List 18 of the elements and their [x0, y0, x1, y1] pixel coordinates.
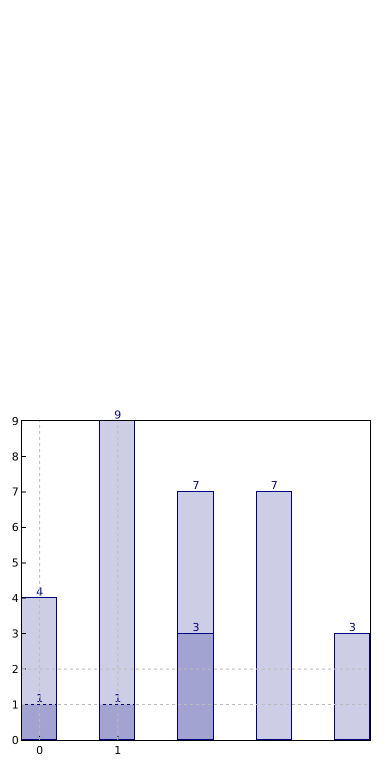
total-label: 3: [348, 620, 356, 634]
y-tick-label: 4: [12, 592, 19, 606]
bar: [334, 633, 370, 740]
total-label: 7: [192, 479, 200, 492]
y-tick-label: 7: [12, 486, 19, 499]
bar: [256, 491, 292, 740]
total-label: 4: [36, 585, 44, 598]
y-tick-label: 0: [12, 734, 19, 747]
total-label: 9: [114, 408, 122, 422]
y-tick-label: 3: [12, 628, 19, 641]
total-label: 7: [270, 479, 278, 492]
y-tick-label: 8: [12, 450, 19, 464]
y-tick-label: 9: [12, 414, 19, 428]
y-tick-label: 6: [12, 521, 19, 534]
data-label: 3: [192, 620, 200, 634]
y-tick-label: 5: [12, 556, 19, 570]
y-tick-label: 2: [12, 662, 19, 676]
y-tick-label: 1: [12, 698, 19, 712]
